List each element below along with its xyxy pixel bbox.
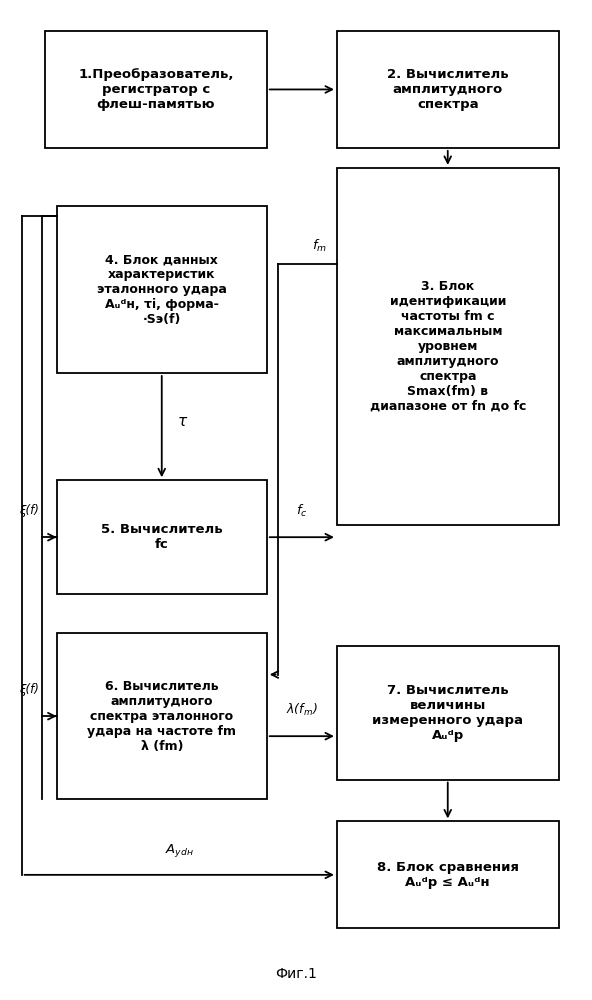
Text: 3. Блок
идентификации
частоты fm с
максимальным
уровнем
амплитудного
спектра
Sma: 3. Блок идентификации частоты fm с макси… xyxy=(369,280,526,413)
FancyBboxPatch shape xyxy=(57,206,267,373)
Text: $A_{ydн}$: $A_{ydн}$ xyxy=(165,842,194,859)
Text: τ: τ xyxy=(178,414,186,429)
Text: 1.Преобразователь,
регистратор с
флеш-памятью: 1.Преобразователь, регистратор с флеш-па… xyxy=(78,68,234,111)
FancyBboxPatch shape xyxy=(337,646,559,780)
FancyBboxPatch shape xyxy=(337,168,559,525)
Text: 5. Вычислитель
fc: 5. Вычислитель fc xyxy=(101,523,223,551)
FancyBboxPatch shape xyxy=(57,633,267,799)
FancyBboxPatch shape xyxy=(57,480,267,594)
Text: ξ(f): ξ(f) xyxy=(20,504,39,517)
FancyBboxPatch shape xyxy=(337,821,559,928)
Text: 4. Блок данных
характеристик
эталонного удара
Аᵤᵈн, τi, форма-
·Sэ(f): 4. Блок данных характеристик эталонного … xyxy=(97,253,227,326)
Text: $f_c$: $f_c$ xyxy=(296,503,308,519)
Text: ξ(f): ξ(f) xyxy=(20,683,39,696)
Text: λ($f_m$): λ($f_m$) xyxy=(286,702,318,718)
FancyBboxPatch shape xyxy=(337,31,559,148)
Text: 2. Вычислитель
амплитудного
спектра: 2. Вычислитель амплитудного спектра xyxy=(387,68,509,111)
Text: 8. Блок сравнения
Аᵤᵈр ≤ Аᵤᵈн: 8. Блок сравнения Аᵤᵈр ≤ Аᵤᵈн xyxy=(377,861,519,889)
Text: Фиг.1: Фиг.1 xyxy=(275,967,317,981)
FancyBboxPatch shape xyxy=(45,31,267,148)
Text: $f_m$: $f_m$ xyxy=(312,238,327,254)
Text: 7. Вычислитель
величины
измеренного удара
Аᵤᵈр: 7. Вычислитель величины измеренного удар… xyxy=(372,684,523,742)
Text: 6. Вычислитель
амплитудного
спектра эталонного
удара на частоте fm
λ (fm): 6. Вычислитель амплитудного спектра этал… xyxy=(87,680,236,753)
